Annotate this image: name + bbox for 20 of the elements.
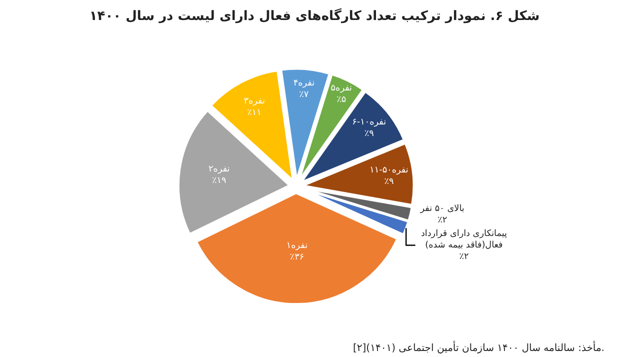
slice-label: ۱۱-۵۰نفره [370,166,408,176]
chart-title: شکل ۶. نمودار ترکیب تعداد کارگاه‌های فعال دارای لیست در سال ۱۴۰۰ [89,8,540,24]
data-label: ٪۵ [336,95,346,106]
data-label: ٪۲ [438,216,448,226]
data-label: ٪۳۶ [290,252,304,262]
slice-label: ۵نفره [330,84,352,94]
data-label: ٪۹ [384,177,394,188]
data-label: ٪۲ [459,252,469,262]
data-label: ٪۷ [299,90,309,100]
slice-label: ۶-۱۰نفره [352,118,386,128]
slice-label: ۲نفره [208,164,230,175]
slice-label: بالای ۵۰ نفر [419,204,464,214]
slice-label: ۴نفره [293,78,315,88]
slice-label: ۱نفره [286,240,308,251]
text: مأخذ: سالنامه سال ۱۴۰۰ سازمان تأمین اجتماعی (۱۴۰۱)[۲]. [353,340,604,354]
data-label: ٪۱۱ [247,108,262,118]
data-label: ٪۹ [364,129,374,140]
slice-label: ۳نفره [244,96,265,107]
data-label: ٪۱۹ [212,176,227,186]
slice-label: پیمانکاری دارای قرارداد فعال(فاقد بیمه شده) [420,228,508,250]
